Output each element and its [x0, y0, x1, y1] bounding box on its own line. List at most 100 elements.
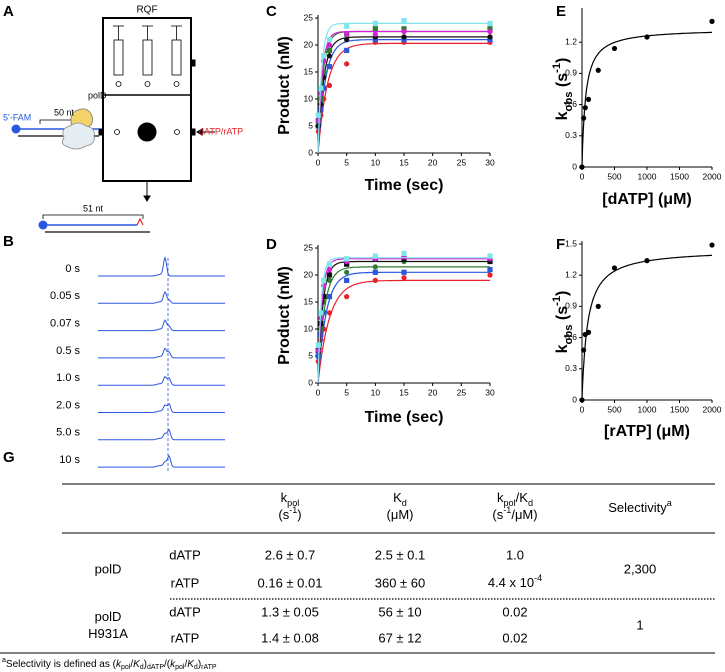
panel-label: E — [556, 3, 566, 20]
y-tick-label: 15 — [304, 66, 314, 76]
data-point — [326, 294, 333, 300]
text-part: obs — [563, 92, 575, 112]
data-point — [401, 28, 407, 35]
data-point — [326, 82, 333, 89]
table: kpol(s-1)Kd(μM)kpol/Kd(s-1/μM) Selectivit… — [0, 483, 715, 671]
data-point — [585, 96, 592, 102]
y-tick-label: 0 — [572, 161, 577, 171]
y-tick-label: 10 — [304, 93, 314, 103]
y-tick-label: 0.6 — [565, 99, 577, 109]
text-part: k — [554, 111, 571, 120]
data-point — [326, 53, 333, 59]
data-point — [315, 348, 321, 354]
data-point — [487, 28, 493, 35]
data-point — [315, 112, 321, 118]
time-label: 0.07 s — [50, 318, 80, 330]
y-tick-label: 20 — [304, 269, 314, 279]
y-tick-label: 10 — [304, 323, 314, 333]
fit-curve — [317, 30, 490, 154]
fit-curve — [581, 254, 713, 401]
fit-curve — [317, 266, 490, 384]
column-header: (s-1/μM) — [492, 505, 537, 522]
data-point — [344, 294, 350, 300]
group-label: polD — [95, 609, 122, 624]
y-tick-label: 0 — [572, 394, 577, 404]
text-part: k — [170, 659, 176, 670]
x-tick-label: 0 — [580, 404, 585, 414]
y-tick-label: 0 — [308, 147, 313, 157]
table-cell: 4.4 x 10-4 — [488, 573, 542, 590]
data-point — [611, 45, 618, 52]
data-point — [344, 23, 350, 29]
data-point — [344, 37, 350, 43]
y-tick-label: 15 — [304, 296, 314, 306]
text-part: -1 — [503, 505, 511, 515]
data-point — [487, 34, 493, 40]
text-part: d — [528, 498, 533, 508]
syringes — [113, 25, 182, 87]
time-label: 1.0 s — [56, 372, 80, 384]
time-label: 2.0 s — [56, 399, 80, 411]
data-point — [315, 342, 321, 348]
data-point — [401, 37, 407, 43]
table-cell: 0.16 ± 0.01 — [258, 575, 323, 590]
group-label: H931A — [88, 626, 128, 641]
data-point — [372, 269, 378, 275]
data-point — [321, 53, 327, 59]
data-point — [326, 47, 333, 53]
arrow-head — [143, 195, 151, 202]
data-point — [344, 31, 350, 37]
data-point — [344, 269, 350, 275]
table-cell: 0.02 — [502, 604, 527, 619]
text-part: k — [554, 344, 571, 353]
time-label: 10 s — [59, 454, 80, 466]
x-tick-label: 5 — [344, 157, 349, 167]
x-tick-label: 10 — [371, 387, 381, 397]
nucleotide: dATP — [169, 547, 201, 562]
data-point — [644, 34, 650, 40]
text-part: K — [393, 490, 402, 505]
y-axis-label: Product (nM) — [276, 36, 293, 135]
text-part: rATP — [201, 664, 217, 671]
table-cell: 56 ± 10 — [378, 604, 421, 619]
data-point — [344, 261, 350, 267]
panel-label: G — [3, 449, 15, 466]
data-point — [709, 242, 715, 248]
text-part: a — [667, 498, 673, 508]
column-header: kpol — [281, 490, 300, 508]
text-part: pol — [287, 498, 299, 508]
x-tick-label: 30 — [485, 157, 495, 167]
text-part: K — [133, 659, 141, 670]
x-tick-label: 1500 — [670, 404, 689, 414]
nucleotide-label: dATP/rATP — [199, 126, 243, 136]
text-part: /μM) — [511, 507, 537, 522]
data-point — [318, 310, 324, 316]
text-part: -1 — [289, 505, 297, 515]
y-tick-label: 5 — [308, 120, 313, 130]
x-tick-label: 0 — [316, 387, 321, 397]
text-part: (μM) — [387, 507, 414, 522]
data-point — [326, 261, 333, 267]
data-point — [487, 267, 493, 273]
bracket — [42, 214, 144, 219]
fit-curve — [317, 30, 490, 154]
text-part: / — [130, 659, 133, 670]
text-part: / — [184, 659, 187, 670]
data-point — [595, 303, 601, 309]
x-tick-label: 1000 — [638, 404, 657, 414]
data-point — [487, 272, 493, 278]
data-point — [487, 253, 493, 259]
data-point — [372, 253, 378, 259]
length-label: 50 nt — [54, 107, 75, 117]
column-header: kpol/Kd — [497, 490, 533, 508]
data-point — [611, 265, 618, 271]
data-point — [326, 42, 333, 48]
y-tick-label: 0.9 — [565, 301, 577, 311]
x-tick-label: 500 — [607, 404, 621, 414]
trace — [98, 428, 225, 441]
text-part: -1 — [551, 63, 563, 73]
x-tick-label: 0 — [580, 171, 585, 181]
data-point — [401, 250, 407, 256]
trace — [98, 255, 225, 277]
